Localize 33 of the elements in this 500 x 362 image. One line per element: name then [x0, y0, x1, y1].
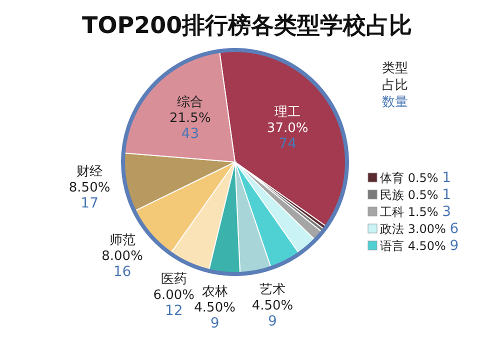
- legend-label: 民族 0.5%: [380, 188, 442, 202]
- data-label: 37.0%: [266, 120, 308, 136]
- data-label: 6.00%: [153, 288, 195, 303]
- text: 43: [181, 126, 200, 142]
- text: 17: [80, 195, 98, 212]
- text: 12: [164, 302, 183, 319]
- data-label: 4.50%: [194, 300, 236, 316]
- text: 9: [268, 313, 277, 330]
- slice-label: 理工: [274, 104, 301, 120]
- slice-label: 艺术: [259, 282, 286, 298]
- chart-title: TOP200排行榜各类型学校占比: [82, 13, 412, 39]
- data-label: 8.50%: [68, 180, 110, 196]
- data-label: 4.50%: [252, 298, 294, 314]
- text: 9: [450, 238, 459, 254]
- slice-label: 农林: [202, 284, 228, 300]
- slice-label: 财经: [76, 164, 103, 180]
- text: 16: [113, 264, 132, 280]
- legend-title: 类型占比数量: [382, 61, 408, 110]
- text: 1: [442, 187, 452, 203]
- data-label: 8.00%: [102, 248, 143, 264]
- slice-label: 师范: [109, 232, 136, 248]
- legend-label: 体育 0.5%: [380, 171, 442, 185]
- slice-label: 综合: [177, 94, 204, 110]
- text: 74: [278, 136, 297, 152]
- text: 3: [442, 204, 452, 220]
- slice-label: 医药: [160, 272, 187, 287]
- legend-label: 工科 1.5%: [380, 205, 442, 219]
- legend-label: 政法 3.00%: [380, 222, 450, 236]
- text: 6: [450, 221, 459, 237]
- text: 1: [442, 170, 452, 186]
- data-label: 21.5%: [170, 110, 211, 126]
- text: 9: [210, 315, 220, 332]
- legend-label: 语言 4.50%: [380, 239, 450, 253]
